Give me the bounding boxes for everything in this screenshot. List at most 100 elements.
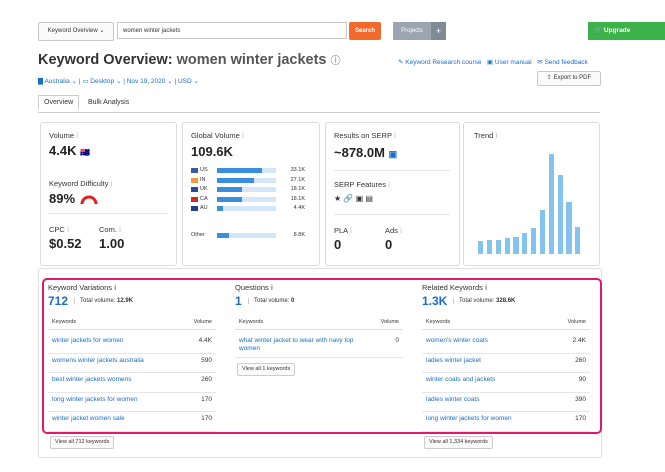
total-label: Total volume: [80, 298, 116, 304]
separator [48, 430, 216, 432]
label: Volume ⅰ [49, 131, 79, 140]
column-title: Keyword Variations ⅰ [48, 283, 117, 292]
value: ~878.0M ▣ [334, 145, 398, 160]
view-all-button[interactable]: View all 712 keywords [50, 436, 115, 449]
label: Results on SERP ⅰ [334, 131, 396, 140]
value: 109.6K [191, 144, 233, 159]
label: Keyword Difficulty ⅰ [49, 179, 113, 188]
keyword-link[interactable]: winter coats and jackets [426, 376, 496, 383]
tab[interactable]: Overview [38, 95, 80, 110]
projects-button[interactable]: Projects [393, 22, 431, 40]
keyword-volume: 390 [575, 395, 586, 403]
label: SERP Features ⅰ [334, 180, 391, 189]
serp-feature-icons: ★ 🔗 ▣ ▤ [334, 194, 373, 203]
bar-track [217, 187, 276, 192]
value: 1.00 [99, 236, 125, 251]
country-code: US [200, 167, 208, 173]
keyword-volume: 170 [201, 395, 212, 403]
keyword-link[interactable]: long winter jackets for women [426, 415, 512, 422]
value: 89% [49, 191, 99, 206]
label: CPC ⅰ [49, 225, 70, 234]
total-volume: Total volume: 12.9K [74, 298, 133, 304]
keyword-link[interactable]: winter jacket women sale [52, 415, 125, 422]
search-button[interactable]: Search [349, 22, 381, 40]
link[interactable]: User manual [494, 59, 532, 66]
trend-bar [495, 240, 501, 254]
link[interactable]: Send feedback [544, 59, 588, 66]
bar [217, 196, 242, 202]
filter[interactable]: USD ⌄ [177, 78, 199, 85]
title-text: Keyword Variations [48, 283, 113, 292]
flag [191, 168, 198, 173]
upgrade-button[interactable]: 🛒 Upgrade [588, 22, 665, 40]
total-volume: Total volume: 328.6K [453, 298, 515, 304]
bar [217, 168, 262, 173]
country-code: AU [200, 205, 208, 211]
header-volume: Volume [193, 319, 212, 325]
view-all-button[interactable]: View all 1,334 keywords [424, 436, 493, 449]
keyword-link[interactable]: ladies winter jacket [426, 356, 481, 364]
total-value: 12.9K [117, 298, 134, 304]
add-project-button[interactable]: + [431, 22, 446, 40]
trend-bar [522, 233, 528, 254]
keyword-link[interactable]: what winter jacket to wear with navy top… [239, 337, 354, 352]
trend-bar [575, 227, 581, 254]
export-button[interactable]: ⇪ Export to PDF [537, 71, 601, 86]
keyword-link[interactable]: women's winter coats [426, 337, 488, 344]
trend-bar [504, 238, 510, 254]
separator [48, 372, 216, 373]
filter[interactable]: ▭ Desktop ⌄ [82, 78, 122, 85]
keyword-column: Related Keywords ⅰ 1.3K Total volume: 328.… [422, 0, 590, 472]
keyword-column: Questions ⅰ 1 Total volume: 0 Keywords Volum… [235, 0, 403, 472]
volume: 8.8K [293, 232, 305, 238]
count: 1.3K [422, 294, 448, 308]
filter[interactable]: ▇ Australia ⌄ [38, 78, 78, 85]
bar-track [217, 233, 276, 238]
search-input[interactable]: women winter jackets [117, 22, 347, 39]
volume: 27.1K [290, 176, 305, 183]
keyword-link[interactable]: womens winter jackets australia [52, 356, 144, 364]
flag [191, 206, 198, 211]
title-text: Keyword Overview: [38, 52, 173, 68]
view-all-button[interactable]: View all 1 keywords [237, 363, 296, 376]
keyword-link[interactable]: winter jackets for women [52, 337, 124, 344]
separator [422, 352, 590, 354]
trend-bar [539, 210, 546, 254]
volume: 4.4K [293, 205, 305, 211]
page-title: Keyword Overview: women winter jackets ⓘ [38, 52, 341, 68]
bar-track [217, 196, 276, 202]
flag [191, 196, 198, 202]
tab[interactable]: Bulk Analysis [88, 99, 130, 106]
filter-text: Nov 19, 2020 [126, 78, 166, 85]
trend-bar [478, 241, 484, 254]
keyword-volume: 0 [395, 337, 399, 344]
keyword-link[interactable]: ladies winter coats [426, 395, 480, 403]
header-volume: Volume [380, 319, 399, 325]
value: 0 [334, 237, 342, 252]
header-keyword: Keywords [426, 319, 451, 325]
label: Ads ⅰ [385, 226, 403, 235]
separator [235, 329, 403, 330]
link[interactable]: Keyword Research course [405, 59, 482, 66]
count: 712 [48, 294, 69, 308]
header-keyword: Keywords [239, 319, 264, 325]
total-label: Total volume: [459, 298, 495, 304]
global-volume-card: Global Volume ⅰ 109.6K US 33.1K IN 27.1K UK 1… [182, 122, 320, 266]
separator [48, 329, 216, 330]
separator [48, 411, 216, 412]
filter[interactable]: Nov 19, 2020 ⌄ [126, 78, 173, 85]
separator [422, 372, 590, 373]
trend-bar [548, 154, 554, 254]
bar-track [217, 206, 276, 211]
keyword-link[interactable]: long winter jackets for women [52, 395, 138, 403]
flag [191, 177, 198, 183]
mode-text: Keyword Overview [47, 28, 98, 34]
highlight-frame [42, 278, 602, 434]
keyword-link[interactable]: best winter jackets womens [52, 376, 132, 383]
row-label: Other [191, 232, 205, 238]
total-volume: Total volume: 0 [248, 298, 294, 304]
mode-dropdown[interactable]: Keyword Overview ⌄ [38, 22, 114, 41]
country-code: UK [200, 186, 208, 192]
keyword-volume: 260 [575, 356, 586, 364]
